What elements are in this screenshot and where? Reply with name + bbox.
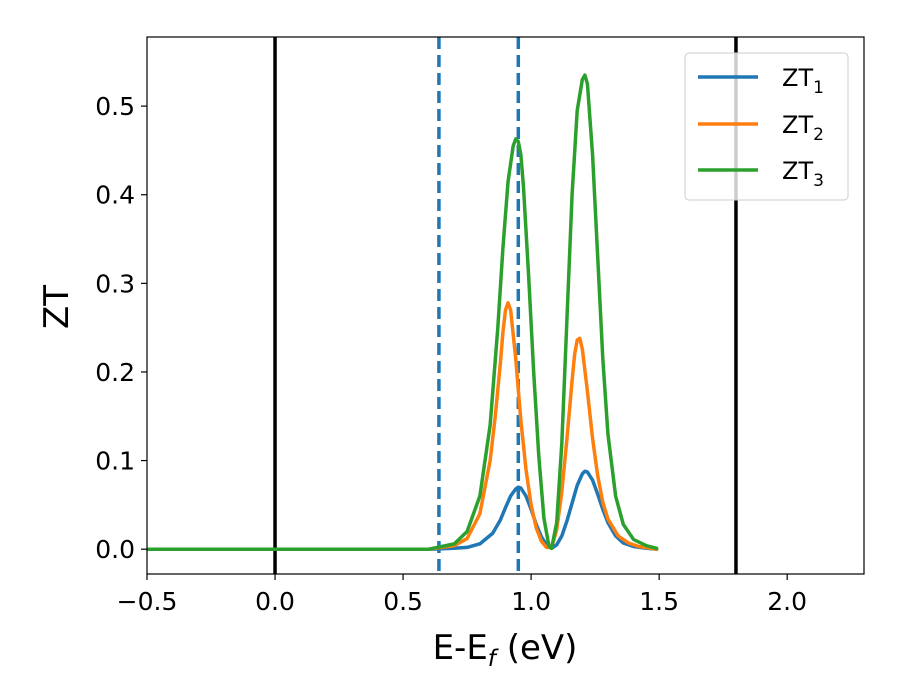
y-tick-label-4: 0.4 [95, 181, 135, 210]
legend: ZT1 ZT2 ZT3 [684, 52, 849, 201]
x-tick-label-4: 1.5 [639, 587, 679, 616]
axes: −0.5 0.0 0.5 1.0 1.5 2.0 0.0 0.1 0.2 0.3 0.4 0.5 [95, 36, 865, 616]
x-tick-label-0: −0.5 [117, 587, 178, 616]
x-axis-label-suffix: (eV) [496, 628, 578, 668]
y-tick-label-2: 0.2 [95, 358, 135, 387]
series-line-zt2 [147, 301, 659, 551]
legend-label-zt3: ZT3 [782, 157, 824, 191]
x-tick-label-5: 2.0 [767, 587, 807, 616]
y-tick-label-0: 0.0 [95, 535, 135, 564]
y-axis-label: ZT [37, 285, 77, 329]
y-tick-label-1: 0.1 [95, 447, 135, 476]
legend-label-zt2: ZT2 [782, 111, 824, 145]
x-tick-label-1: 0.0 [255, 587, 295, 616]
y-tick-label-3: 0.3 [95, 269, 135, 298]
series-line-zt3 [147, 73, 659, 551]
x-tick-label-3: 1.0 [511, 587, 551, 616]
x-axis-label-sub: f [488, 646, 499, 672]
legend-box [684, 52, 849, 201]
x-axis-label: E-Ef (eV) [433, 628, 578, 672]
y-tick-label-5: 0.5 [95, 92, 135, 121]
x-axis-label-main: E-E [433, 628, 488, 668]
x-tick-label-2: 0.5 [383, 587, 423, 616]
legend-label-zt1: ZT1 [782, 64, 824, 98]
axes-frame [146, 36, 865, 575]
